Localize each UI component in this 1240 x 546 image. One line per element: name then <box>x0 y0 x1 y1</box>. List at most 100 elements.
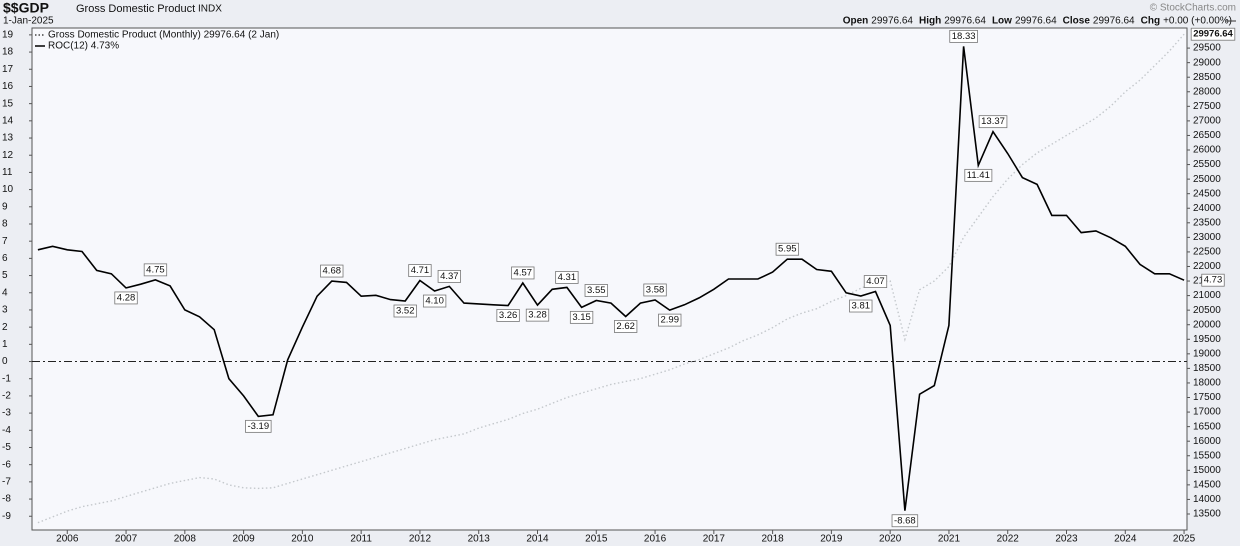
series-line <box>37 46 1185 511</box>
y2-tick-label: 28500 <box>1193 72 1221 83</box>
y-tick-label: 7 <box>2 236 8 247</box>
data-label-box <box>614 320 638 333</box>
data-label: 4.57 <box>514 267 533 278</box>
data-label-box <box>849 299 873 313</box>
data-label: 3.26 <box>499 310 518 321</box>
data-label: 3.52 <box>396 306 415 317</box>
x-tick-label: 2024 <box>1114 534 1137 545</box>
legend-label: Gross Domestic Product (Monthly) 29976.6… <box>48 30 279 41</box>
axis-value-label: 4.73 <box>1204 275 1223 286</box>
x-tick-label: 2016 <box>644 534 667 545</box>
y-tick-label: 18 <box>2 47 14 58</box>
y-tick-label: 11 <box>2 167 13 178</box>
data-label: 3.55 <box>587 285 606 296</box>
security-name: Gross Domestic Product <box>76 3 195 15</box>
data-label: 3.81 <box>852 301 871 312</box>
data-label-box <box>949 29 978 43</box>
data-label-box <box>569 310 594 324</box>
y2-tick-label: 27500 <box>1193 101 1221 112</box>
y-tick-label: 16 <box>2 81 14 92</box>
y2-tick-label: 19500 <box>1193 334 1221 345</box>
exchange: INDX <box>198 4 222 15</box>
y-tick-label: 0 <box>2 356 8 367</box>
x-tick-label: 2023 <box>1055 534 1078 545</box>
y2-tick-label: 23500 <box>1193 217 1221 228</box>
date: 1-Jan-2025 <box>3 16 54 27</box>
y-tick-label: 1 <box>2 339 8 350</box>
y2-tick-label: 14000 <box>1193 494 1221 505</box>
quote-label: Close <box>1063 16 1091 27</box>
y-tick-label: -7 <box>2 477 11 488</box>
quote-value: 29976.64 <box>1093 16 1135 27</box>
axis-value-label-box <box>1201 273 1225 287</box>
y-tick-label: 5 <box>2 270 8 281</box>
x-tick-label: 2019 <box>820 534 843 545</box>
y2-tick-label: 18500 <box>1193 363 1221 374</box>
data-label-box <box>658 313 682 327</box>
y-tick-label: 3 <box>2 305 8 316</box>
x-tick-label: 2009 <box>232 534 255 545</box>
y2-tick-label: 25000 <box>1193 174 1221 185</box>
quote-label: Low <box>992 16 1012 27</box>
data-label-box <box>964 168 993 182</box>
data-label-box <box>891 514 919 528</box>
x-tick-label: 2007 <box>115 534 138 545</box>
data-label-box <box>525 308 550 322</box>
data-label: 2.99 <box>660 315 679 326</box>
data-label-box <box>422 294 447 308</box>
x-tick-label: 2012 <box>409 534 432 545</box>
y-tick-label: 14 <box>2 115 14 126</box>
x-tick-label: 2010 <box>291 534 314 545</box>
y-tick-label: -3 <box>2 408 11 419</box>
data-label-box <box>496 309 520 322</box>
data-label-box <box>393 304 417 318</box>
y-tick-label: -8 <box>2 494 11 505</box>
y2-tick-label: 28000 <box>1193 86 1221 97</box>
y-tick-label: -1 <box>2 373 11 384</box>
y-tick-label: 17 <box>2 64 14 75</box>
y-tick-label: 13 <box>2 133 14 144</box>
y-tick-label: 15 <box>2 98 14 109</box>
data-label: 4.68 <box>323 266 342 277</box>
y-tick-label: -6 <box>2 459 11 470</box>
y-tick-label: 8 <box>2 219 8 230</box>
y-tick-label: 2 <box>2 322 8 333</box>
data-label: 4.28 <box>117 292 136 303</box>
data-label-box <box>245 419 272 433</box>
x-tick-label: 2022 <box>997 534 1020 545</box>
data-label-box <box>114 291 138 305</box>
y2-tick-label: 24000 <box>1193 203 1221 214</box>
y2-tick-label: 29500 <box>1193 43 1221 54</box>
data-label-box <box>584 284 608 297</box>
y2-tick-label: 19000 <box>1193 348 1221 359</box>
plot-area <box>31 27 1188 531</box>
y2-tick-label: 16500 <box>1193 421 1221 432</box>
axis-value-label-box <box>1190 27 1236 41</box>
y2-tick-label: 14500 <box>1193 480 1221 491</box>
y2-tick-label: 21000 <box>1193 290 1221 301</box>
data-label: 4.37 <box>440 271 459 282</box>
y2-tick-label: 25500 <box>1193 159 1221 170</box>
y2-tick-label: 17500 <box>1193 392 1221 403</box>
quote-value: +0.00 (+0.00%) <box>1163 16 1232 27</box>
y2-tick-label: 24500 <box>1193 188 1221 199</box>
x-tick-label: 2014 <box>526 534 549 545</box>
y2-tick-label: 20500 <box>1193 305 1221 316</box>
quote-label: Open <box>843 16 869 27</box>
quote-label: High <box>919 16 941 27</box>
quote-value: 29976.64 <box>871 16 913 27</box>
data-label: 3.58 <box>646 284 665 295</box>
y2-tick-label: 15500 <box>1193 450 1221 461</box>
data-label-box <box>555 271 579 284</box>
x-tick-label: 2015 <box>585 534 608 545</box>
data-label: 13.37 <box>981 116 1005 127</box>
y-tick-label: -5 <box>2 442 11 453</box>
data-label: 4.71 <box>411 265 430 276</box>
data-label: 4.31 <box>558 272 577 283</box>
data-label-box <box>643 283 667 297</box>
y-tick-label: 19 <box>2 30 14 41</box>
x-tick-label: 2008 <box>174 534 197 545</box>
y-tick-label: 9 <box>2 201 8 212</box>
data-label-box <box>863 275 888 288</box>
data-label-box <box>143 263 168 277</box>
